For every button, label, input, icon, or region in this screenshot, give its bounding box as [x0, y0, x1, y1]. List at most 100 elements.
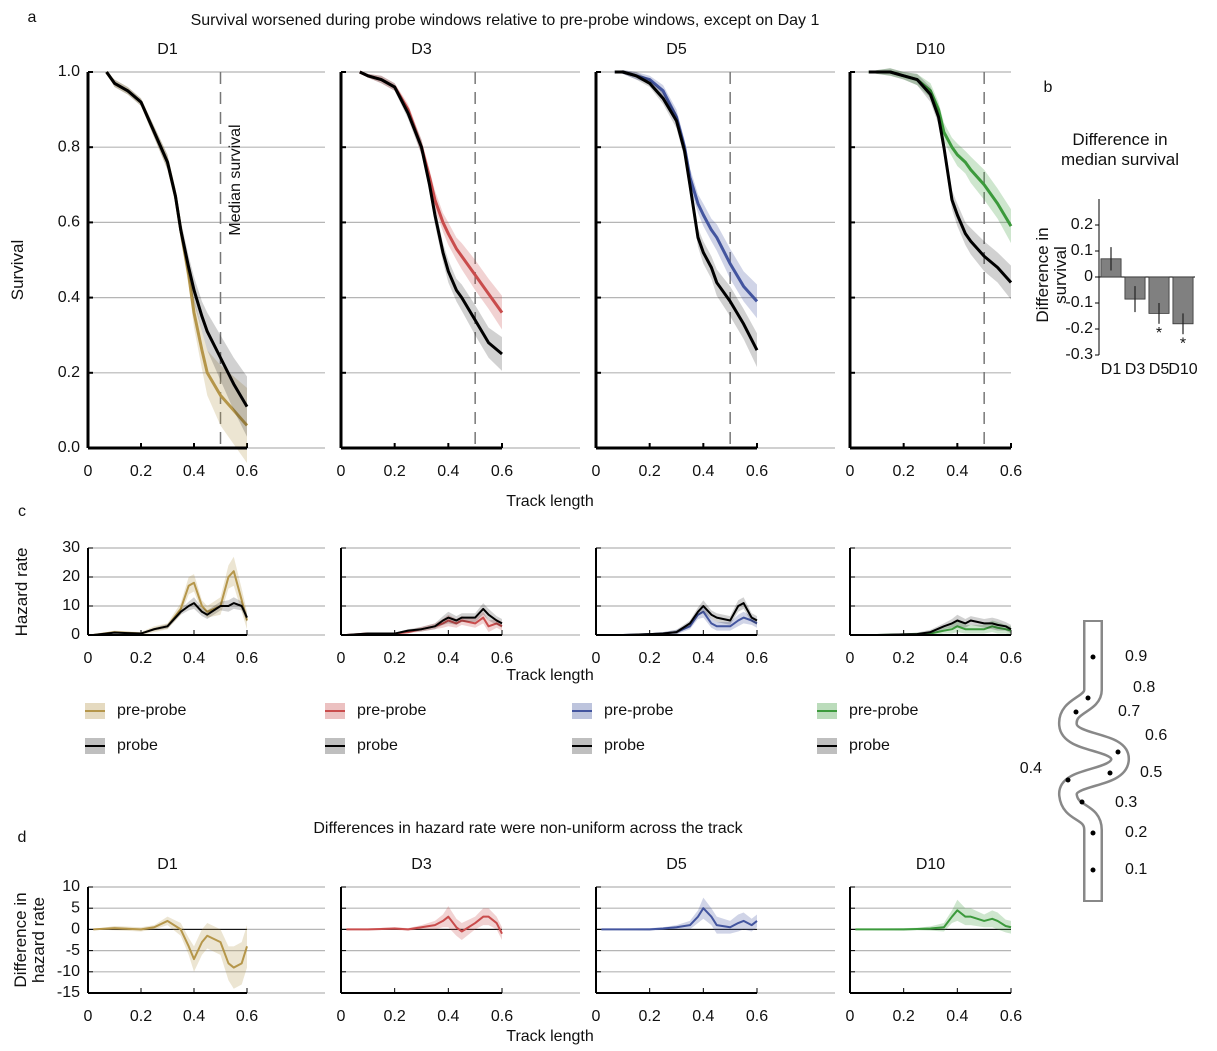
- confidence-band: [93, 916, 247, 989]
- y-tick-label: 0.0: [58, 439, 80, 456]
- legend-label: pre-probe: [849, 702, 918, 719]
- track-marker: [1107, 770, 1113, 776]
- series-line: [346, 915, 503, 935]
- x-tick-label: 0.2: [130, 650, 152, 667]
- x-tick-label: 0.6: [236, 650, 258, 667]
- x-tick-label: 0.2: [893, 463, 915, 480]
- y-tick-label: 0: [71, 626, 80, 643]
- legend-label: pre-probe: [117, 702, 186, 719]
- chart-title: D5: [666, 41, 687, 58]
- confidence-band: [346, 906, 502, 940]
- track-label: 0.9: [1125, 648, 1147, 665]
- y-tick-label: 0: [1084, 268, 1093, 285]
- series-line: [601, 602, 758, 636]
- x-tick-label: 0.6: [491, 463, 513, 480]
- x-tick-label: D5: [1149, 361, 1170, 378]
- panel-label: a: [28, 9, 37, 26]
- legend-label: pre-probe: [357, 702, 426, 719]
- track-label: 0.2: [1125, 824, 1147, 841]
- y-tick-label: 0.8: [58, 138, 80, 155]
- x-tick-label: 0.4: [437, 1008, 459, 1025]
- x-tick-label: 0.6: [746, 650, 768, 667]
- figure-title: Differences in hazard rate were non-unif…: [313, 820, 743, 837]
- x-tick-label: 0.6: [746, 1008, 768, 1025]
- annotation: Median survival: [227, 124, 244, 235]
- panel-label: b: [1044, 79, 1053, 96]
- x-tick-label: 0.4: [946, 650, 968, 667]
- x-tick-label: 0: [846, 1008, 855, 1025]
- track-label: 0.8: [1133, 679, 1155, 696]
- chart-title: D5: [666, 856, 687, 873]
- x-axis-label: Track length: [506, 667, 593, 684]
- series-line: [346, 607, 503, 636]
- x-tick-label: 0.4: [692, 463, 714, 480]
- x-tick-label: 0.6: [746, 463, 768, 480]
- significance-marker: *: [1180, 335, 1186, 352]
- y-tick-label: 30: [62, 539, 80, 556]
- x-tick-label: 0: [84, 1008, 93, 1025]
- track-marker: [1090, 830, 1096, 836]
- x-tick-label: 0.2: [384, 650, 406, 667]
- track-marker: [1090, 654, 1096, 660]
- track-label: 0.5: [1140, 764, 1162, 781]
- confidence-band: [614, 70, 757, 319]
- x-tick-label: 0.6: [236, 463, 258, 480]
- x-tick-label: D3: [1125, 361, 1146, 378]
- legend-label: pre-probe: [604, 702, 673, 719]
- x-tick-label: 0.4: [692, 650, 714, 667]
- x-tick-label: 0.2: [893, 1008, 915, 1025]
- legend-label: probe: [849, 737, 890, 754]
- x-tick-label: 0.2: [639, 1008, 661, 1025]
- legend-label: probe: [604, 737, 645, 754]
- x-tick-label: 0.6: [491, 650, 513, 667]
- y-tick-label: -10: [57, 963, 80, 980]
- confidence-band: [106, 72, 247, 464]
- figure-title: Survival worsened during probe windows r…: [191, 12, 820, 29]
- chart-title: D1: [157, 856, 178, 873]
- x-tick-label: D1: [1101, 361, 1122, 378]
- x-tick-label: 0.2: [639, 650, 661, 667]
- legend-label: probe: [117, 737, 158, 754]
- confidence-band: [868, 68, 1011, 300]
- confidence-band: [601, 597, 757, 636]
- x-tick-label: 0.2: [384, 1008, 406, 1025]
- track-marker: [1079, 799, 1085, 805]
- x-tick-label: 0: [84, 650, 93, 667]
- x-axis-label: Track length: [506, 1028, 593, 1045]
- series-line: [105, 71, 249, 408]
- x-tick-label: 0.4: [183, 1008, 205, 1025]
- confidence-band: [855, 620, 1011, 636]
- y-tick-label: 0.4: [58, 289, 80, 306]
- confidence-band: [359, 72, 502, 371]
- track-marker: [1085, 695, 1091, 701]
- x-tick-label: 0.6: [1000, 650, 1022, 667]
- chart-title: Difference in median survival: [1060, 130, 1180, 169]
- confidence-band: [855, 899, 1011, 934]
- legend-label: probe: [357, 737, 398, 754]
- x-tick-label: 0.4: [183, 463, 205, 480]
- x-tick-label: 0.2: [130, 1008, 152, 1025]
- x-tick-label: 0.4: [946, 463, 968, 480]
- x-tick-label: 0.4: [437, 650, 459, 667]
- y-axis-label: Survival: [8, 239, 27, 301]
- chart-title: D3: [411, 41, 432, 58]
- track-label: 0.1: [1125, 861, 1147, 878]
- x-tick-label: 0.2: [893, 650, 915, 667]
- x-tick-label: 0.6: [1000, 463, 1022, 480]
- chart-title: D10: [916, 41, 945, 58]
- track-inner: [1060, 622, 1128, 900]
- y-tick-label: -0.3: [1065, 346, 1093, 363]
- y-tick-label: -0.1: [1065, 294, 1093, 311]
- x-tick-label: 0: [337, 650, 346, 667]
- x-tick-label: 0.2: [639, 463, 661, 480]
- panel-label: c: [18, 503, 26, 520]
- panel-label: d: [18, 829, 27, 846]
- x-tick-label: 0.2: [130, 463, 152, 480]
- y-tick-label: 0: [71, 921, 80, 938]
- track-label: 0.4: [1020, 760, 1042, 777]
- y-tick-label: 5: [71, 899, 80, 916]
- x-tick-label: 0.4: [183, 650, 205, 667]
- y-tick-label: -5: [66, 942, 80, 959]
- track-diagram: [1058, 620, 1130, 902]
